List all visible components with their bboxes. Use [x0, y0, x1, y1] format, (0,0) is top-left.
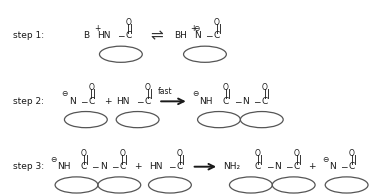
Text: −: −	[91, 162, 99, 171]
Text: +: +	[94, 24, 100, 33]
Text: O: O	[125, 18, 131, 27]
Text: O: O	[348, 149, 354, 158]
Text: HN: HN	[97, 31, 111, 41]
Text: +: +	[190, 24, 196, 33]
Text: C: C	[80, 162, 87, 171]
Text: HN: HN	[116, 97, 130, 106]
Text: −: −	[116, 31, 124, 41]
Text: O: O	[262, 83, 268, 92]
Text: N: N	[329, 162, 336, 171]
Text: O: O	[214, 18, 220, 27]
Text: BH: BH	[174, 31, 187, 41]
Text: C: C	[294, 162, 300, 171]
Text: C: C	[125, 31, 131, 41]
Text: N: N	[274, 162, 281, 171]
Text: +: +	[104, 97, 111, 106]
Text: O: O	[177, 149, 183, 158]
Text: C: C	[348, 162, 355, 171]
Text: step 2:: step 2:	[13, 97, 44, 106]
Text: C: C	[262, 97, 268, 106]
Text: +: +	[134, 162, 142, 171]
Text: C: C	[145, 97, 151, 106]
Text: O: O	[255, 149, 261, 158]
Text: −: −	[340, 162, 348, 171]
Text: −: −	[80, 97, 87, 106]
Text: ⊖: ⊖	[62, 89, 68, 98]
Text: C: C	[255, 162, 261, 171]
Text: C: C	[119, 162, 125, 171]
Text: −: −	[111, 162, 118, 171]
Text: N: N	[69, 97, 76, 106]
Text: −: −	[169, 162, 176, 171]
Text: N: N	[100, 162, 107, 171]
Text: O: O	[80, 149, 86, 158]
Text: −: −	[285, 162, 293, 171]
Text: ⊖: ⊖	[192, 89, 199, 98]
Text: O: O	[223, 83, 229, 92]
Text: step 1:: step 1:	[13, 31, 44, 41]
Text: NH: NH	[200, 97, 213, 106]
Text: O: O	[145, 83, 151, 92]
Text: N: N	[242, 97, 249, 106]
Text: C: C	[177, 162, 183, 171]
Text: ⊖: ⊖	[193, 24, 200, 33]
Text: ⊖: ⊖	[322, 154, 328, 164]
Text: C: C	[223, 97, 229, 106]
Text: O: O	[119, 149, 125, 158]
Text: ⊖: ⊖	[50, 154, 56, 164]
Text: NH: NH	[57, 162, 71, 171]
Text: −: −	[253, 97, 261, 106]
Text: −: −	[234, 97, 241, 106]
Text: O: O	[88, 83, 94, 92]
Text: −: −	[136, 97, 143, 106]
Text: −: −	[266, 162, 273, 171]
Text: +: +	[309, 162, 316, 171]
Text: O: O	[294, 149, 299, 158]
Text: C: C	[88, 97, 94, 106]
Text: C: C	[214, 31, 220, 41]
Text: step 3:: step 3:	[13, 162, 44, 171]
Text: N: N	[194, 31, 201, 41]
Text: NH₂: NH₂	[223, 162, 240, 171]
Text: HN: HN	[149, 162, 162, 171]
Text: −: −	[205, 31, 212, 41]
Text: fast: fast	[158, 87, 172, 96]
Text: ⇌: ⇌	[150, 28, 163, 43]
Text: B: B	[83, 31, 89, 41]
